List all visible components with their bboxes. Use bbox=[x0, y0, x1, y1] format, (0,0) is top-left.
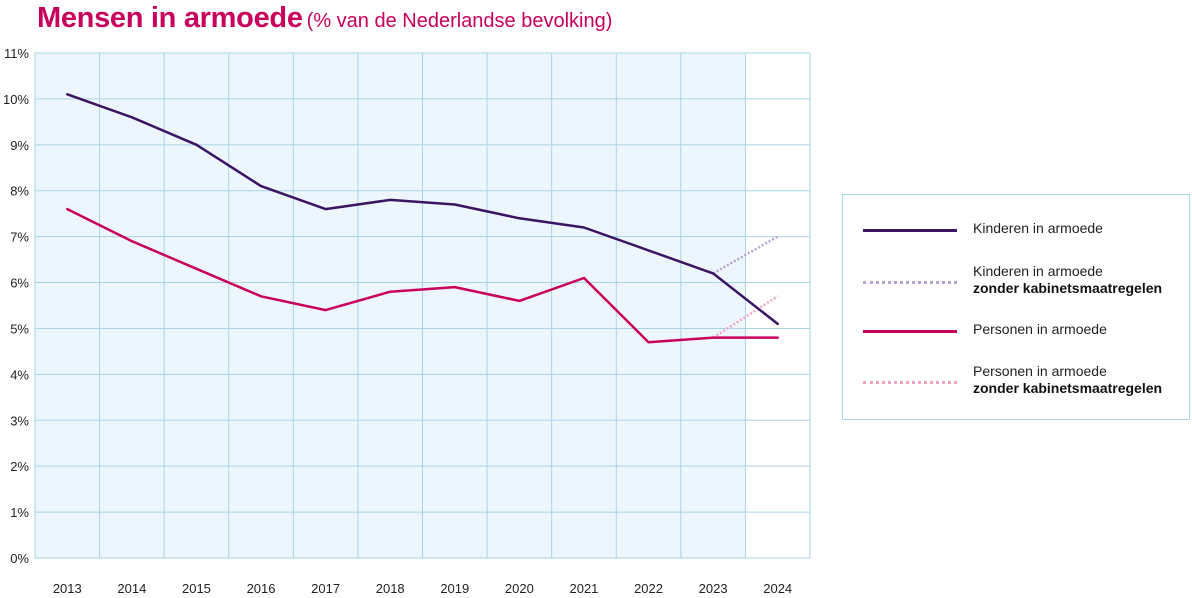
x-tick-label: 2018 bbox=[376, 581, 405, 596]
legend-swatch-personen-zonder bbox=[863, 381, 957, 384]
x-tick-label: 2020 bbox=[505, 581, 534, 596]
gridlines bbox=[34, 52, 811, 559]
y-tick-label: 1% bbox=[10, 505, 29, 520]
legend: Kinderen in armoede Kinderen in armoede … bbox=[842, 194, 1190, 420]
series-line-personen-in-armoede bbox=[66, 207, 779, 344]
chart-title: Mensen in armoede bbox=[37, 2, 303, 34]
y-tick-label: 6% bbox=[10, 276, 29, 291]
legend-label-kinderen: Kinderen in armoede bbox=[973, 220, 1103, 236]
y-tick-label: 8% bbox=[10, 184, 29, 199]
y-tick-label: 10% bbox=[3, 92, 29, 107]
x-tick-label: 2023 bbox=[699, 581, 728, 596]
y-tick-label: 4% bbox=[10, 367, 29, 382]
x-tick-label: 2013 bbox=[53, 581, 82, 596]
y-axis-ticks: 0% 1% 2% 3% 4% 5% 6% 7% 8% 9% 10% 11% bbox=[3, 46, 29, 566]
x-tick-label: 2019 bbox=[440, 581, 469, 596]
y-tick-label: 7% bbox=[10, 230, 29, 245]
series-line-kinderen-in-armoede bbox=[66, 93, 779, 326]
shaded-period bbox=[35, 53, 746, 558]
legend-swatch-kinderen bbox=[863, 229, 957, 232]
legend-label-kinderen-zonder-1: Kinderen in armoede bbox=[973, 263, 1103, 279]
x-tick-label: 2015 bbox=[182, 581, 211, 596]
legend-label-personen-zonder-1: Personen in armoede bbox=[973, 363, 1107, 379]
y-tick-label: 5% bbox=[10, 321, 29, 336]
x-axis-ticks: 2013 2014 2015 2016 2017 2018 2019 2020 2021 2022… bbox=[53, 581, 792, 596]
series-lines bbox=[66, 93, 779, 344]
y-tick-label: 11% bbox=[4, 46, 29, 61]
series-line-kinderen-in-armoede-zonder-kabinetsmaatregelen bbox=[712, 235, 779, 275]
x-tick-label: 2021 bbox=[569, 581, 598, 596]
legend-label-personen: Personen in armoede bbox=[973, 321, 1107, 337]
x-tick-label: 2014 bbox=[117, 581, 146, 596]
y-tick-label: 0% bbox=[10, 551, 29, 566]
x-tick-label: 2016 bbox=[247, 581, 276, 596]
y-tick-label: 9% bbox=[10, 138, 29, 153]
y-tick-label: 2% bbox=[10, 459, 29, 474]
chart-subtitle: (% van de Nederlandse bevolking) bbox=[306, 10, 613, 32]
legend-label-kinderen-zonder-2: zonder kabinetsmaatregelen bbox=[973, 280, 1163, 296]
x-tick-label: 2017 bbox=[311, 581, 340, 596]
x-tick-label: 2024 bbox=[763, 581, 792, 596]
legend-swatch-kinderen-zonder bbox=[863, 281, 957, 284]
x-tick-label: 2022 bbox=[634, 581, 663, 596]
legend-label-personen-zonder-2: zonder kabinetsmaatregelen bbox=[973, 380, 1163, 396]
chart-title-row: Mensen in armoede (% van de Nederlandse b… bbox=[37, 2, 612, 35]
series-line-personen-in-armoede-zonder-kabinetsmaatregelen bbox=[712, 295, 779, 339]
legend-swatch-personen bbox=[863, 330, 957, 333]
y-tick-label: 3% bbox=[10, 413, 29, 428]
